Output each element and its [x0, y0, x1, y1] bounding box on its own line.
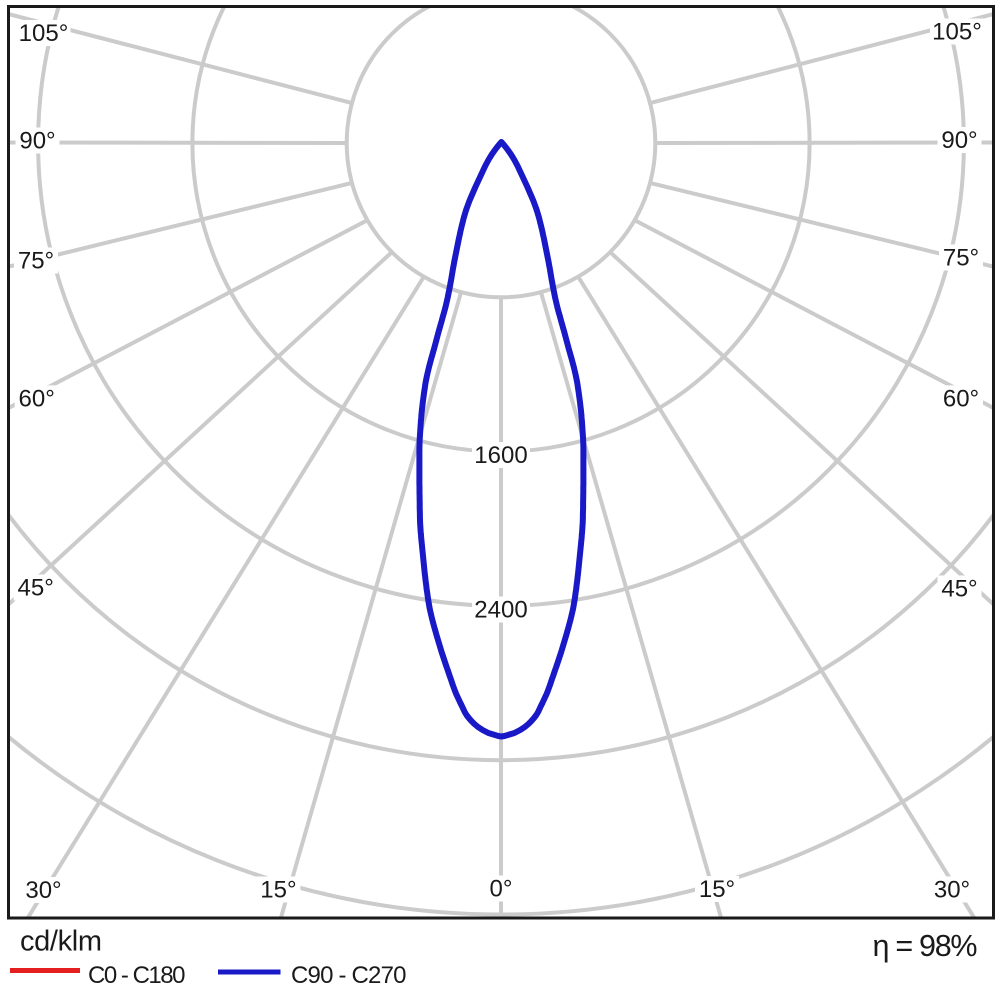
svg-text:1600: 1600: [474, 442, 527, 469]
svg-text:60°: 60°: [19, 386, 55, 413]
svg-text:η = 98%: η = 98%: [873, 929, 978, 963]
svg-text:105°: 105°: [932, 19, 982, 46]
svg-text:90°: 90°: [941, 127, 977, 154]
svg-text:C90 - C270: C90 - C270: [291, 962, 407, 989]
svg-text:75°: 75°: [943, 245, 979, 272]
svg-text:0°: 0°: [490, 876, 513, 903]
svg-text:30°: 30°: [25, 877, 61, 904]
svg-text:2400: 2400: [474, 597, 527, 624]
svg-text:30°: 30°: [934, 877, 970, 904]
svg-text:cd/klm: cd/klm: [20, 926, 102, 958]
svg-text:45°: 45°: [941, 576, 977, 603]
svg-text:60°: 60°: [943, 386, 979, 413]
svg-text:75°: 75°: [18, 248, 54, 275]
svg-text:45°: 45°: [18, 575, 54, 602]
svg-text:C0 - C180: C0 - C180: [88, 962, 186, 989]
svg-text:15°: 15°: [260, 877, 296, 904]
svg-text:15°: 15°: [699, 876, 735, 903]
svg-text:105°: 105°: [19, 20, 69, 47]
svg-text:90°: 90°: [19, 128, 55, 155]
